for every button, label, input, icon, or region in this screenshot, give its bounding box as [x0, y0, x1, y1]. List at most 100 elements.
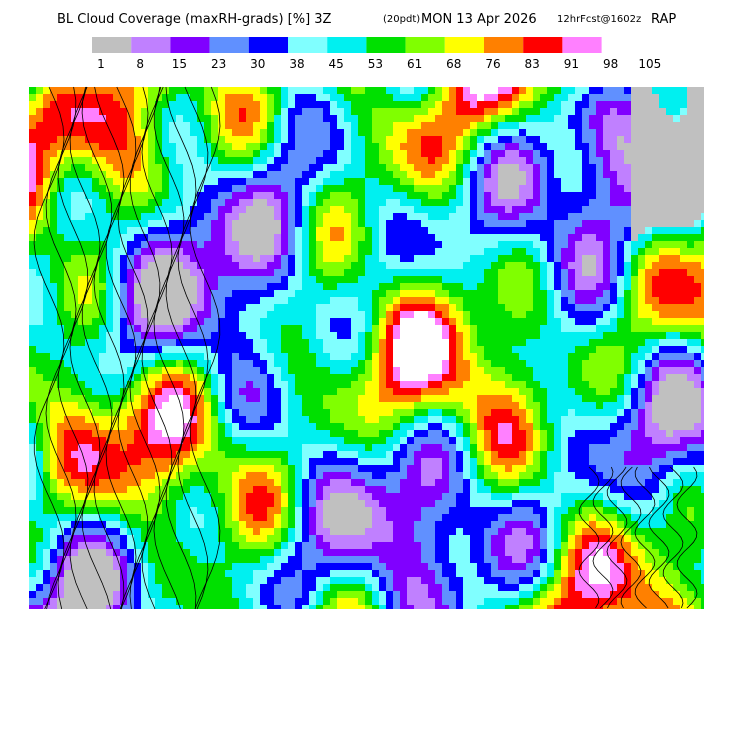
map-cell [43, 248, 50, 255]
map-cell [190, 178, 197, 185]
map-cell [127, 129, 134, 136]
map-cell [106, 122, 113, 129]
map-cell [351, 157, 358, 164]
map-cell [407, 262, 414, 269]
map-cell [281, 388, 288, 395]
map-cell [547, 87, 554, 94]
map-cell [176, 220, 183, 227]
map-cell [568, 129, 575, 136]
map-cell [449, 171, 456, 178]
map-cell [400, 402, 407, 409]
map-cell [631, 283, 638, 290]
map-cell [589, 353, 596, 360]
map-cell [435, 388, 442, 395]
map-cell [379, 290, 386, 297]
map-cell [295, 136, 302, 143]
map-cell [134, 269, 141, 276]
map-cell [442, 297, 449, 304]
map-cell [323, 192, 330, 199]
map-cell [407, 101, 414, 108]
map-cell [428, 136, 435, 143]
map-cell [337, 262, 344, 269]
map-cell [526, 164, 533, 171]
map-cell [673, 353, 680, 360]
map-cell [470, 276, 477, 283]
map-cell [673, 206, 680, 213]
map-cell [309, 304, 316, 311]
map-cell [512, 255, 519, 262]
map-cell [435, 108, 442, 115]
map-cell [533, 360, 540, 367]
map-cell [393, 164, 400, 171]
map-cell [470, 395, 477, 402]
map-cell [92, 185, 99, 192]
map-cell [526, 353, 533, 360]
map-cell [680, 206, 687, 213]
map-cell [134, 115, 141, 122]
map-cell [547, 304, 554, 311]
map-cell [71, 297, 78, 304]
map-cell [99, 409, 106, 416]
map-cell [162, 332, 169, 339]
map-cell [407, 122, 414, 129]
map-cell [246, 255, 253, 262]
map-cell [36, 283, 43, 290]
map-cell [176, 381, 183, 388]
map-cell [603, 206, 610, 213]
map-cell [624, 234, 631, 241]
map-cell [386, 430, 393, 437]
map-cell [113, 304, 120, 311]
map-cell [449, 199, 456, 206]
map-cell [169, 227, 176, 234]
map-cell [309, 115, 316, 122]
map-cell [344, 374, 351, 381]
map-cell [148, 297, 155, 304]
map-cell [575, 143, 582, 150]
map-cell [197, 101, 204, 108]
legend-label: 23 [211, 57, 226, 71]
map-cell [323, 269, 330, 276]
map-cell [673, 381, 680, 388]
map-cell [134, 283, 141, 290]
map-cell [400, 108, 407, 115]
map-cell [414, 157, 421, 164]
map-cell [64, 346, 71, 353]
map-cell [680, 388, 687, 395]
map-cell [561, 213, 568, 220]
map-cell [225, 360, 232, 367]
map-cell [29, 325, 36, 332]
map-cell [197, 171, 204, 178]
map-cell [519, 276, 526, 283]
map-cell [652, 108, 659, 115]
map-cell [43, 381, 50, 388]
map-cell [645, 367, 652, 374]
map-cell [57, 143, 64, 150]
map-cell [428, 115, 435, 122]
map-cell [36, 416, 43, 423]
map-cell [106, 157, 113, 164]
map-cell [358, 325, 365, 332]
map-cell [491, 143, 498, 150]
map-cell [155, 360, 162, 367]
map-cell [148, 360, 155, 367]
map-cell [260, 437, 267, 444]
map-cell [134, 185, 141, 192]
map-cell [253, 94, 260, 101]
map-cell [554, 157, 561, 164]
map-cell [148, 241, 155, 248]
map-cell [533, 199, 540, 206]
map-cell [302, 220, 309, 227]
map-cell [267, 360, 274, 367]
map-cell [533, 262, 540, 269]
map-cell [302, 388, 309, 395]
map-cell [92, 283, 99, 290]
map-cell [659, 157, 666, 164]
map-cell [85, 430, 92, 437]
map-cell [582, 206, 589, 213]
map-cell [99, 255, 106, 262]
map-cell [267, 192, 274, 199]
map-cell [50, 115, 57, 122]
map-cell [246, 234, 253, 241]
map-cell [106, 262, 113, 269]
map-cell [71, 283, 78, 290]
